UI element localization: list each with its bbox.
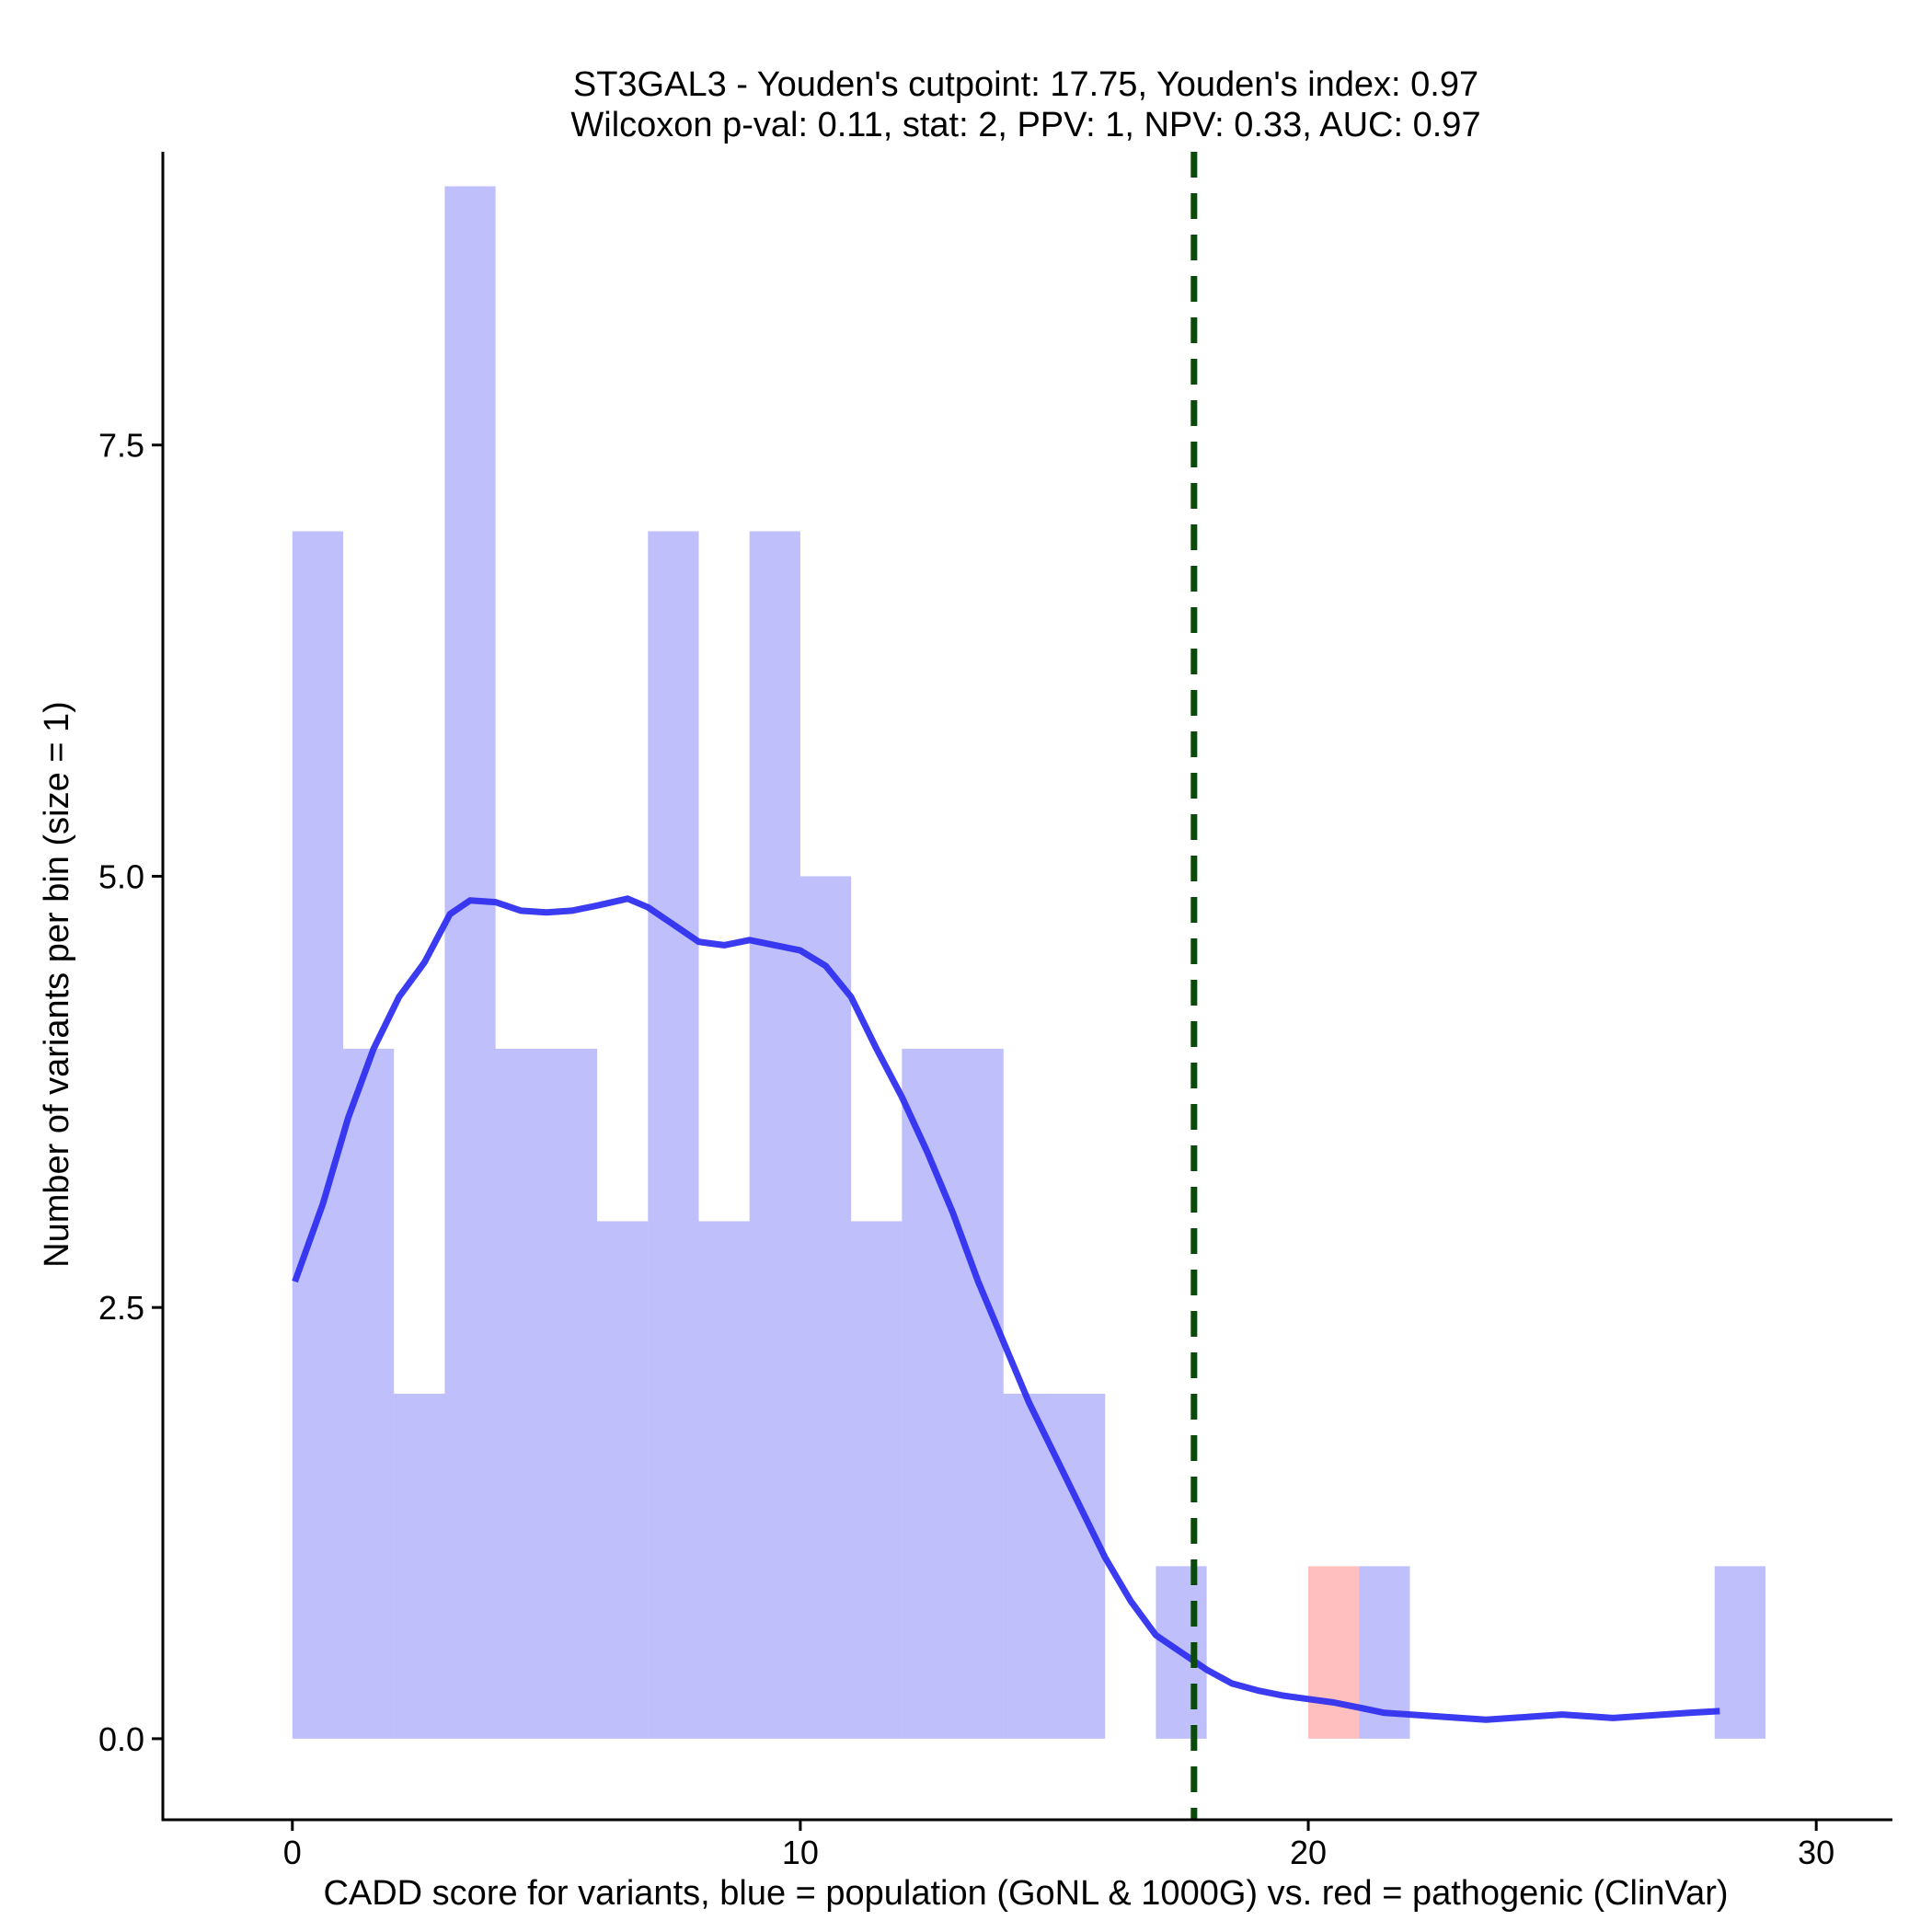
density-curve-group [292, 895, 1720, 1723]
population-bar-0 [292, 531, 344, 1739]
y-tick-label-0: 0.0 [98, 1720, 144, 1758]
pathogenic-bar-0 [1308, 1566, 1360, 1739]
x-tick-label-0: 0 [283, 1834, 302, 1871]
population-bar-11 [851, 1221, 903, 1739]
population-bar-13 [952, 1048, 1004, 1739]
population-bar-12 [902, 1048, 953, 1739]
population-bar-3 [444, 186, 496, 1739]
y-tick-label-2: 5.0 [98, 857, 144, 895]
population-bar-4 [495, 1048, 546, 1739]
x-axis-label: CADD score for variants, blue = populati… [323, 1874, 1728, 1913]
population-bar-9 [749, 531, 800, 1739]
x-tick-label-3: 30 [1798, 1834, 1834, 1871]
axes: 0 10 20 30 0.0 2.5 5.0 7.5 [98, 152, 1892, 1871]
population-bar-15 [1053, 1393, 1106, 1739]
population-bar-18 [1714, 1566, 1765, 1739]
x-tick-label-1: 10 [782, 1834, 819, 1871]
population-bar-1 [343, 1048, 395, 1739]
x-tick-label-2: 20 [1290, 1834, 1327, 1871]
y-axis-label: Number of variants per bin (size = 1) [38, 701, 76, 1268]
chart-title: ST3GAL3 - Youden's cutpoint: 17.75, Youd… [573, 65, 1478, 104]
population-bar-5 [546, 1048, 598, 1739]
density-line [292, 895, 1720, 1723]
y-tick-label-1: 2.5 [98, 1289, 144, 1327]
histogram-bars [292, 186, 1765, 1739]
population-bar-10 [799, 876, 852, 1739]
population-bar-14 [1003, 1393, 1054, 1739]
y-tick-label-3: 7.5 [98, 427, 144, 465]
population-bar-7 [648, 531, 699, 1739]
chart-subtitle: Wilcoxon p-val: 0.11, stat: 2, PPV: 1, N… [570, 106, 1480, 144]
population-bar-6 [597, 1221, 649, 1739]
population-bar-2 [394, 1393, 445, 1739]
population-bar-8 [698, 1221, 750, 1739]
